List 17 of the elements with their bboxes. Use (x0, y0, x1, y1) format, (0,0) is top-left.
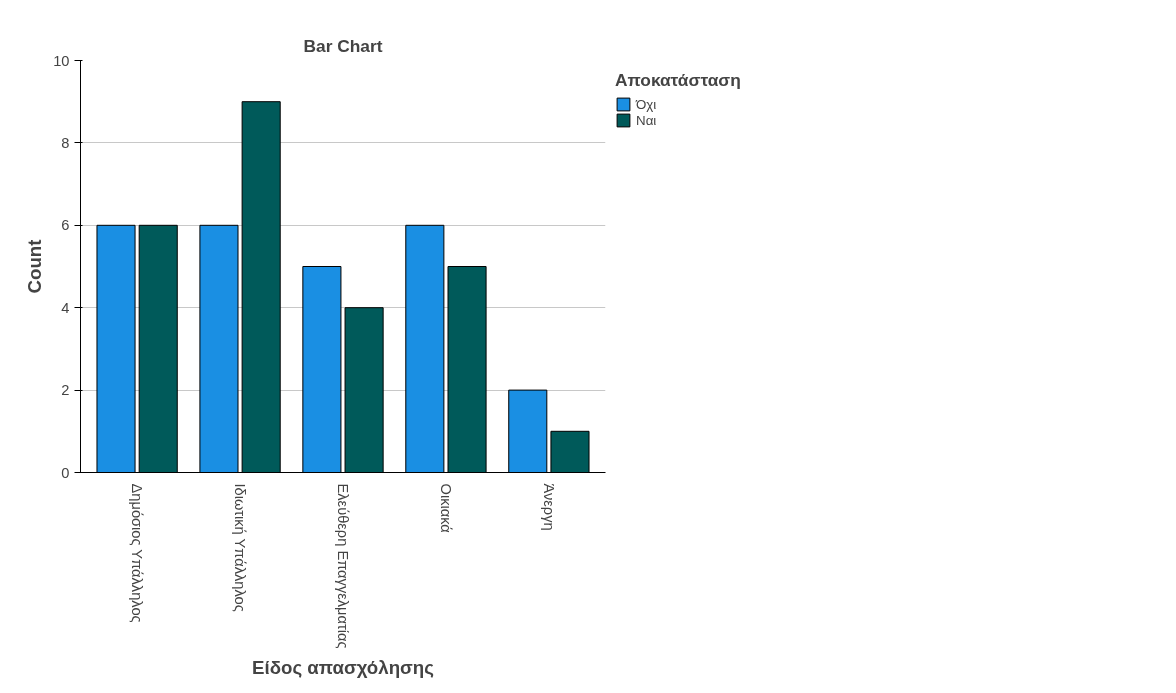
x-tick-label: Ιδιωτική Υπάλληλος (232, 483, 249, 612)
y-axis-title: Count (24, 239, 46, 294)
x-tick-label: Δημόσιος Υπάλληλος (129, 483, 146, 623)
x-tick-label: Ελεύθερη Επαγγελματίας (335, 483, 351, 649)
y-tick-label: 6 (61, 217, 70, 234)
y-tick-label: 4 (61, 299, 70, 316)
x-tick-label: Οικιακά (437, 483, 454, 534)
legend-label: Ναι (636, 112, 657, 128)
y-tick-label: 0 (61, 464, 70, 481)
y-tick-label: 10 (53, 52, 70, 69)
legend-title: Αποκατάσταση (615, 70, 741, 91)
legend-label: Όχι (636, 96, 657, 112)
x-tick-label: Άνεργη (540, 483, 557, 531)
y-tick-label: 2 (61, 382, 70, 399)
chart-title: Bar Chart (303, 35, 383, 56)
y-tick-label: 8 (61, 134, 70, 151)
x-axis-title: Είδος απασχόλησης (252, 656, 434, 678)
